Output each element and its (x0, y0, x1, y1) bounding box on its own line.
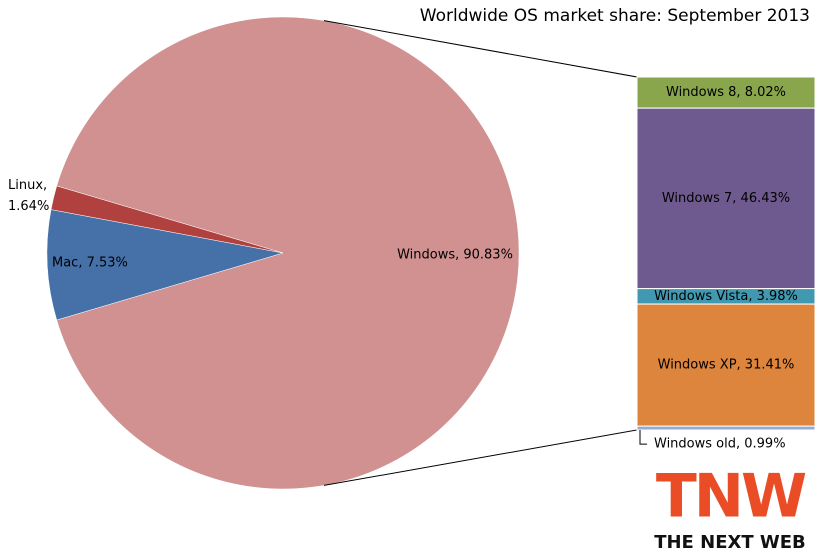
logo-name: THE NEXT WEB (654, 532, 806, 553)
connector (323, 20, 638, 78)
segment-label: Windows Vista, 3.98% (654, 289, 798, 304)
pie-slice (56, 16, 520, 490)
bar-segment (636, 425, 816, 431)
bar-segment (636, 76, 816, 109)
linux-label: Linux, 1.64% (8, 178, 50, 214)
leader-line (639, 430, 647, 445)
connector (323, 429, 638, 486)
segment-label: Windows XP, 31.41% (658, 358, 795, 373)
slice-label: Mac, 7.53% (52, 256, 128, 271)
segment-label: Windows old, 0.99% (654, 437, 786, 452)
logo-mark: TNW (656, 462, 806, 532)
slice-label: Windows, 90.83% (397, 248, 513, 263)
segment-label: Windows 7, 46.43% (662, 191, 790, 206)
chart-title: Worldwide OS market share: September 201… (420, 6, 810, 26)
bar-segment (636, 107, 816, 290)
pie-slice (50, 185, 284, 254)
segment-label: Windows 8, 8.02% (666, 85, 786, 100)
pie-slice (46, 209, 284, 321)
